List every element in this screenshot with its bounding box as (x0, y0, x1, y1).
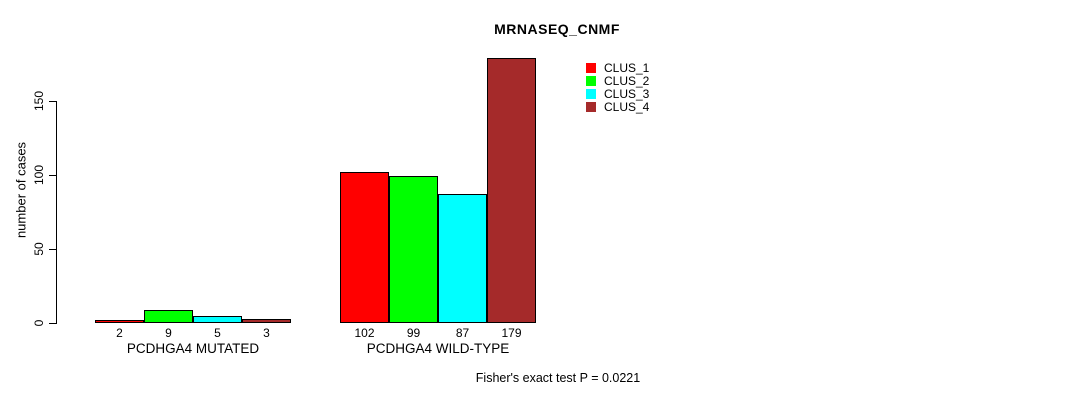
bar (95, 320, 144, 323)
bar (144, 309, 193, 323)
y-tick-mark (49, 249, 56, 250)
bar-value-label: 5 (214, 326, 221, 340)
legend-label: CLUS_4 (604, 100, 650, 114)
bar (487, 58, 536, 323)
y-tick-mark (49, 175, 56, 176)
y-axis-line (56, 101, 57, 324)
bar-value-label: 99 (406, 326, 421, 340)
bar-value-label: 9 (165, 326, 172, 340)
category-label: PCDHGA4 WILD-TYPE (366, 341, 510, 356)
y-tick-label: 150 (32, 90, 46, 112)
legend-label: CLUS_3 (604, 87, 650, 101)
bar-value-label: 3 (263, 326, 270, 340)
legend-label: CLUS_2 (604, 74, 650, 88)
y-tick-label: 100 (32, 164, 46, 186)
annotation-text: Fisher's exact test P = 0.0221 (475, 371, 641, 385)
bar-value-label: 87 (455, 326, 470, 340)
legend-swatch (586, 76, 596, 86)
bar-value-label: 2 (116, 326, 123, 340)
y-tick-label: 0 (32, 319, 46, 327)
category-label: PCDHGA4 MUTATED (126, 341, 260, 356)
bar (389, 176, 438, 323)
legend-label: CLUS_1 (604, 61, 650, 75)
bar (438, 194, 487, 323)
y-tick-mark (49, 101, 56, 102)
chart-title: MRNASEQ_CNMF (494, 21, 620, 37)
y-axis-label: number of cases (13, 141, 29, 239)
bar (242, 318, 291, 323)
legend-swatch (586, 63, 596, 73)
bar-value-label: 179 (501, 326, 522, 340)
bar-value-label: 102 (354, 326, 375, 340)
legend-swatch (586, 89, 596, 99)
y-tick-mark (49, 323, 56, 324)
y-tick-label: 50 (32, 242, 46, 256)
bar (193, 315, 242, 323)
legend-swatch (586, 102, 596, 112)
bar (340, 172, 389, 323)
